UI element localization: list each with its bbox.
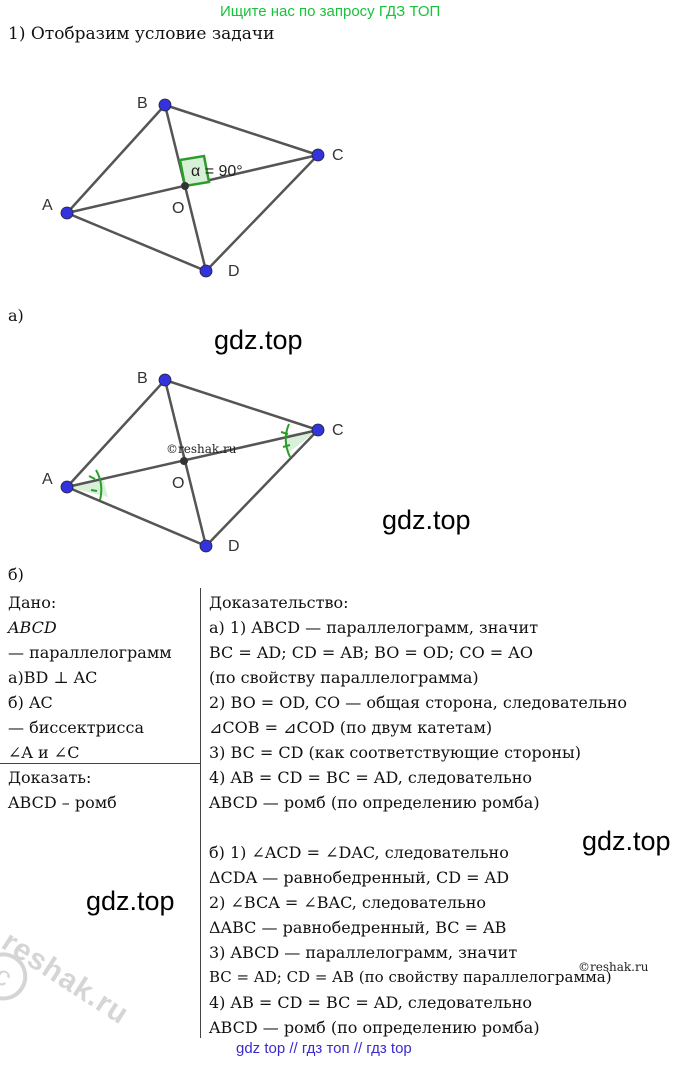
proof-line: 4) AB = CD = BC = AD, следовательно [209, 768, 533, 787]
proof-line: 2) ∠BCA = ∠BAC, следовательно [209, 893, 487, 912]
point-d [199, 539, 213, 553]
watermark-gdz: gdz.top [214, 325, 303, 355]
label-a: A [42, 471, 53, 488]
given-line: — параллелограмм [8, 643, 172, 662]
given-block: Дано: ABCD — параллелограмм а)BD ⊥ AC б)… [8, 590, 172, 765]
given-line: б) AC [8, 693, 53, 712]
part-b-label: б) [8, 565, 24, 584]
proof-title: Доказательство: [209, 593, 349, 612]
prove-block: Доказать: ABCD – ромб [8, 765, 117, 815]
proof-block: Доказательство: а) 1) ABCD — параллелогр… [209, 590, 627, 1040]
proof-line: ABCD — ромб (по определению ромба) [209, 793, 540, 812]
label-o: O [172, 200, 184, 217]
watermark-gdz: gdz.top [86, 886, 175, 916]
footer-links: gdz top // гдз топ // гдз top [236, 1040, 412, 1057]
watermark-reshak: ©reshak.ru [578, 960, 649, 974]
proof-line: BC = AD; CD = AB (по свойству параллелог… [209, 968, 612, 986]
right-angle-marker [178, 154, 211, 188]
label-c: C [332, 422, 344, 439]
table-horizontal-divider [0, 763, 200, 764]
label-b: B [137, 95, 148, 112]
point-a [60, 480, 74, 494]
proof-line: б) 1) ∠ACD = ∠DAC, следовательно [209, 843, 509, 862]
part-a-label: а) [8, 306, 24, 325]
figure-2-parallelogram: A B C D O [42, 370, 344, 555]
proof-line: (по свойству параллелограмма) [209, 668, 479, 687]
label-o: O [172, 475, 184, 492]
point-d [199, 264, 213, 278]
point-c [311, 148, 325, 162]
point-o [181, 182, 189, 190]
parallelogram-outline [64, 378, 321, 548]
given-line: — биссектрисса [8, 718, 144, 737]
angle-bisector-markers [88, 423, 291, 501]
step-heading: 1) Отобразим условие задачи [8, 24, 275, 44]
prove-line: ABCD – ромб [8, 793, 117, 812]
given-line: ABCD [8, 618, 57, 637]
proof-line: BC = AD; CD = AB; BO = OD; CO = AO [209, 643, 533, 662]
proof-line: а) 1) ABCD — параллелограмм, значит [209, 618, 539, 637]
proof-line: 3) ABCD — параллелограмм, значит [209, 943, 518, 962]
parallelogram-outline [64, 103, 321, 273]
proof-line: ⊿COB = ⊿COD (по двум катетам) [209, 718, 493, 737]
prove-title: Доказать: [8, 768, 92, 787]
label-d: D [228, 538, 240, 555]
watermark-reshak: ©reshak.ru [166, 442, 237, 456]
proof-line: ABCD — ромб (по определению ромба) [209, 1018, 540, 1037]
given-title: Дано: [8, 593, 57, 612]
proof-line: 2) BO = OD, CO — общая сторона, следоват… [209, 693, 628, 712]
proof-line: ΔCDA — равнобедренный, CD = AD [209, 868, 510, 887]
label-b: B [137, 370, 148, 387]
given-line: ∠A и ∠C [8, 743, 80, 762]
given-line: а)BD ⊥ AC [8, 668, 98, 687]
label-d: D [228, 263, 240, 280]
proof-line: ΔABC — равнобедренный, BC = AB [209, 918, 507, 937]
figure-1-parallelogram: A B C D O α = 90° [42, 95, 344, 280]
label-a: A [42, 197, 53, 214]
point-a [60, 206, 74, 220]
proof-line: 4) AB = CD = BC = AD, следовательно [209, 993, 533, 1012]
point-c [311, 423, 325, 437]
reshak-stamp-watermark: c reshak.ru [0, 925, 135, 1032]
top-banner: Ищите нас по запросу ГДЗ ТОП [220, 3, 441, 20]
watermark-gdz: gdz.top [382, 505, 471, 535]
proof-line: 3) BC = CD (как соответствующие стороны) [209, 743, 582, 762]
label-c: C [332, 147, 344, 164]
angle-label: α = 90° [191, 163, 243, 180]
table-vertical-divider [200, 588, 201, 1038]
point-o [180, 457, 188, 465]
point-b [158, 98, 172, 112]
watermark-gdz: gdz.top [582, 826, 671, 856]
point-b [158, 373, 172, 387]
diagonal-ac [66, 428, 319, 489]
